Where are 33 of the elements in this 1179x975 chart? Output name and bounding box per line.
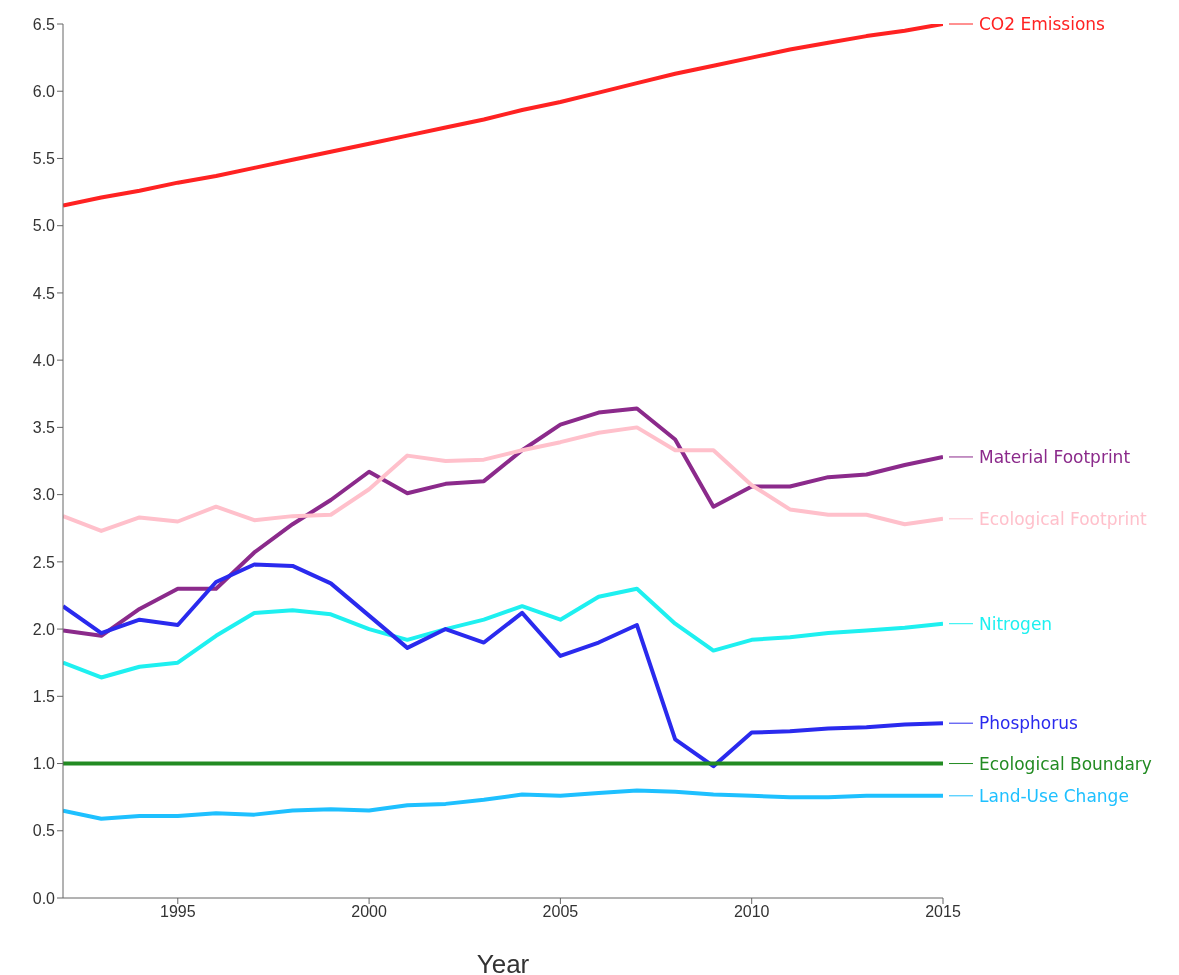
- y-tick-label: 0.0: [32, 889, 56, 907]
- y-tick-label: 3.5: [32, 419, 56, 437]
- line-series: [63, 586, 943, 680]
- legend-label: Land-Use Change: [979, 785, 1129, 806]
- line-series: [63, 562, 943, 769]
- line-series: [63, 425, 943, 533]
- x-tick-label: 2000: [351, 903, 387, 921]
- x-tick-label: 2005: [542, 903, 579, 921]
- line-series: [63, 406, 943, 638]
- y-tick-label: 1.5: [32, 687, 56, 705]
- y-tick-label: 2.0: [32, 620, 56, 638]
- y-tick-label: 6.0: [32, 82, 56, 100]
- line-series: [63, 788, 943, 821]
- legend-label: CO2 Emissions: [979, 14, 1106, 34]
- y-tick-label: 6.5: [32, 15, 56, 33]
- y-tick-label: 4.5: [32, 284, 56, 302]
- y-tick-label: 4.0: [32, 351, 56, 369]
- x-tick-label: 1995: [159, 903, 196, 921]
- legend-label: Ecological Footprint: [979, 508, 1147, 529]
- legend-label: Nitrogen: [979, 613, 1053, 634]
- y-tick-label: 2.5: [32, 553, 56, 571]
- y-tick-label: 5.0: [32, 217, 56, 235]
- x-axis-title: Year: [476, 949, 530, 975]
- y-tick-label: 0.5: [32, 822, 56, 840]
- legend-label: Material Footprint: [979, 446, 1131, 467]
- legend-label: Phosphorus: [979, 713, 1079, 734]
- x-tick-label: 2015: [925, 903, 961, 921]
- legend-label: Ecological Boundary: [979, 753, 1152, 774]
- y-tick-label: 3.0: [32, 486, 56, 504]
- y-tick-label: 1.0: [32, 755, 56, 773]
- y-tick-label: 5.5: [32, 150, 56, 168]
- x-tick-label: 2010: [733, 903, 770, 921]
- line-series: [63, 24, 943, 208]
